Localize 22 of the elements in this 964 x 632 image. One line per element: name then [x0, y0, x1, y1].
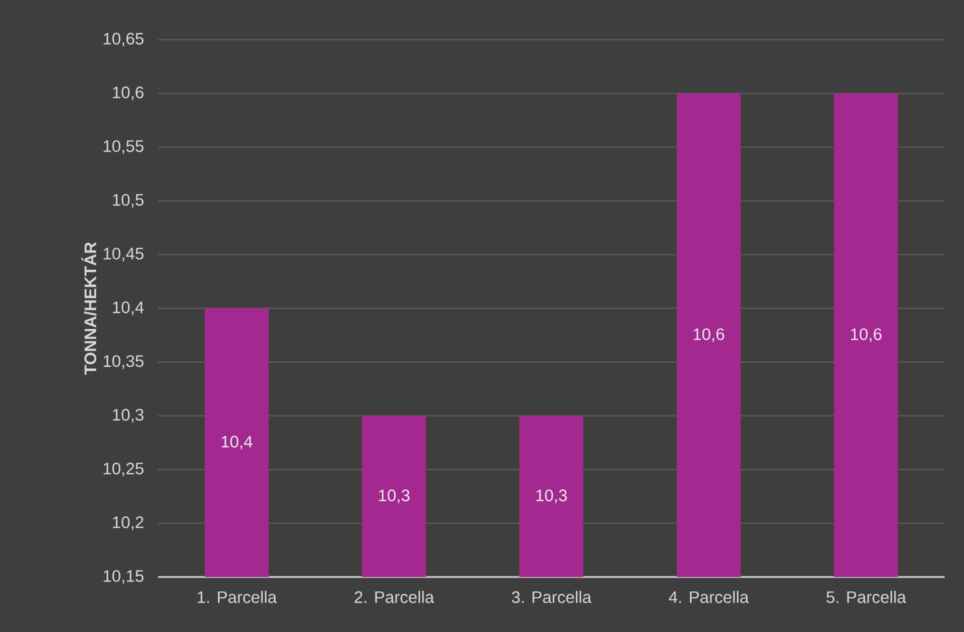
y-tick-label: 10,35	[104, 355, 144, 369]
y-tick-label: 10,55	[104, 140, 144, 154]
data-label: 10,6	[694, 328, 724, 342]
y-tick-label: 10,15	[104, 570, 144, 584]
y-tick-label: 10,4	[113, 301, 144, 316]
x-tick-label: 5. Parcella	[826, 590, 906, 604]
y-tick-label: 10,5	[113, 194, 144, 208]
x-tick-label: 4. Parcella	[668, 590, 749, 604]
y-tick-label: 10,25	[104, 462, 144, 476]
data-label: 10,3	[536, 490, 567, 504]
y-tick-label: 10,6	[113, 86, 144, 100]
y-tick-label: 10,45	[104, 248, 144, 262]
data-label: 10,3	[379, 490, 410, 504]
y-tick-label: 10,65	[104, 32, 144, 47]
y-tick-label: 10,2	[113, 516, 144, 530]
x-tick-label: 1. Parcella	[198, 590, 277, 604]
x-tick-label: 2. Parcella	[354, 590, 434, 604]
data-label: 10,4	[222, 436, 252, 450]
y-axis-title: TONNA/HEKTÁR	[81, 242, 96, 375]
data-label: 10,6	[851, 328, 882, 342]
y-tick-label: 10,3	[113, 408, 144, 423]
x-tick-label: 3. Parcella	[512, 590, 592, 604]
